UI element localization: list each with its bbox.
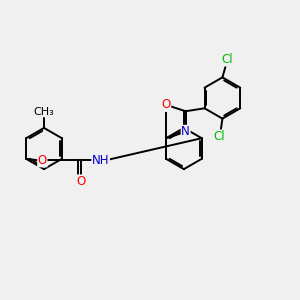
Text: Cl: Cl: [214, 130, 225, 143]
Text: O: O: [161, 98, 171, 111]
Text: Cl: Cl: [221, 52, 232, 66]
Text: O: O: [76, 175, 85, 188]
Text: N: N: [181, 125, 190, 138]
Text: NH: NH: [92, 154, 110, 167]
Text: O: O: [38, 154, 47, 167]
Text: CH₃: CH₃: [34, 107, 54, 117]
